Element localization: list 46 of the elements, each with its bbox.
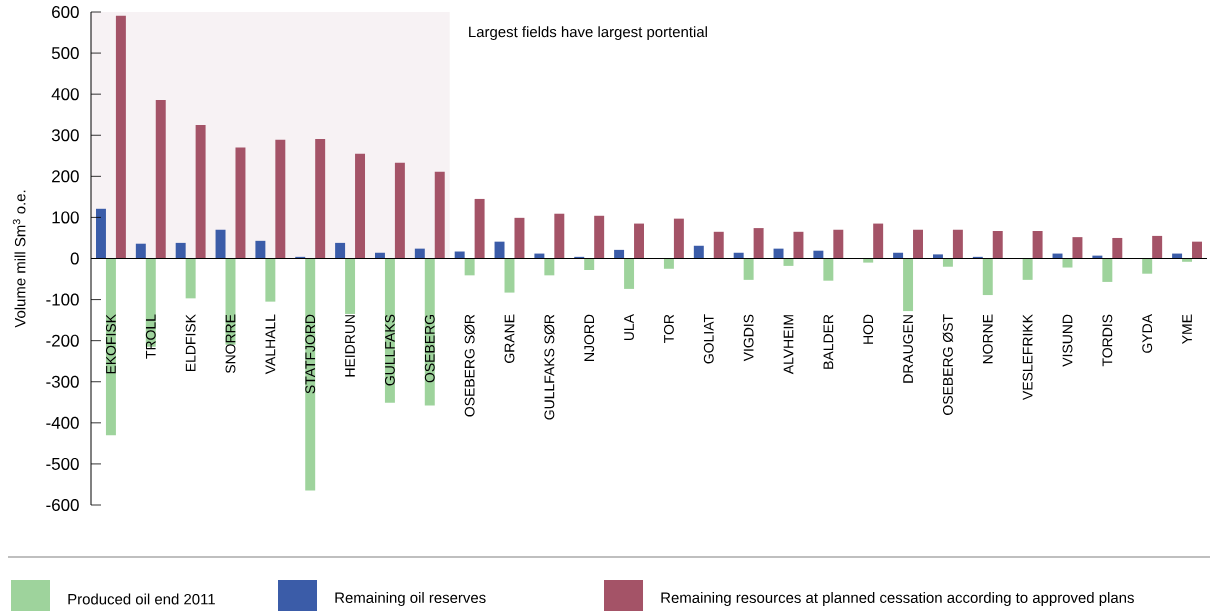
y-tick-label: 600	[52, 6, 79, 18]
y-tick-label: 500	[51, 47, 79, 60]
legend-label: Remaining resources at planned cessation according to approved plans	[661, 592, 1134, 606]
y-tick-label: 300	[51, 129, 79, 142]
x-tick-label: GYDA	[1142, 314, 1153, 353]
x-tick-label: ULA	[624, 314, 634, 341]
x-tick-label: BALDER	[823, 314, 834, 369]
y-tick-label: 400	[51, 88, 79, 101]
x-tick-label: VIGDIS	[743, 314, 754, 362]
x-tick-label: YME	[1182, 314, 1192, 344]
x-tick-label: VESLEFRIKK	[1022, 314, 1033, 400]
legend-label: Remaining oil reserves	[335, 592, 486, 606]
x-tick-label: STATFJORD	[305, 314, 316, 394]
x-tick-label: TOR	[663, 314, 674, 343]
x-tick-label: VALHALL	[265, 314, 276, 375]
x-tick-label: ELDFISK	[185, 314, 196, 372]
y-tick-label: -500	[46, 457, 79, 470]
y-tick-label: -400	[46, 416, 79, 429]
y-tick-label: -600	[46, 499, 79, 511]
x-tick-label: TORDIS	[1102, 314, 1113, 367]
x-tick-label: DRAUGEN	[903, 315, 913, 383]
y-tick-label: 100	[52, 211, 79, 224]
x-tick-label: ALVHEIM	[783, 315, 794, 375]
x-tick-label: GULLFAKS SØR	[544, 314, 555, 420]
legend-label: Produced oil end 2011	[68, 593, 215, 605]
y-axis-title: Volume mill Sm$^{3}$ o.e.	[12, 190, 26, 328]
y-tick-label: -100	[46, 293, 79, 306]
x-tick-label: HEIDRUN	[345, 315, 355, 377]
y-tick-label: 0	[70, 252, 79, 265]
x-tick-label: HOD	[863, 314, 874, 344]
x-tick-label: OSEBERG ØST	[942, 314, 954, 415]
x-tick-label: GRANE	[504, 314, 515, 363]
y-tick-label: -300	[46, 375, 79, 388]
x-tick-label: GOLIAT	[703, 314, 714, 364]
x-tick-label: NORNE	[982, 314, 993, 364]
x-tick-label: GULLFAKS	[384, 314, 395, 386]
x-tick-label: OSEBERG	[424, 315, 435, 383]
x-tick-label: OSEBERG SØR	[464, 314, 475, 417]
x-tick-label: NJORD	[584, 314, 595, 361]
x-tick-label: VISUND	[1062, 314, 1073, 367]
y-tick-label: -200	[46, 334, 79, 347]
x-tick-label: SNORRE	[225, 314, 236, 374]
y-tick-label: 200	[52, 170, 79, 183]
x-tick-label: EKOFISK	[105, 314, 116, 374]
band-label: Largest fields have largest portential	[469, 26, 707, 41]
x-tick-label: TROLL	[145, 314, 156, 359]
